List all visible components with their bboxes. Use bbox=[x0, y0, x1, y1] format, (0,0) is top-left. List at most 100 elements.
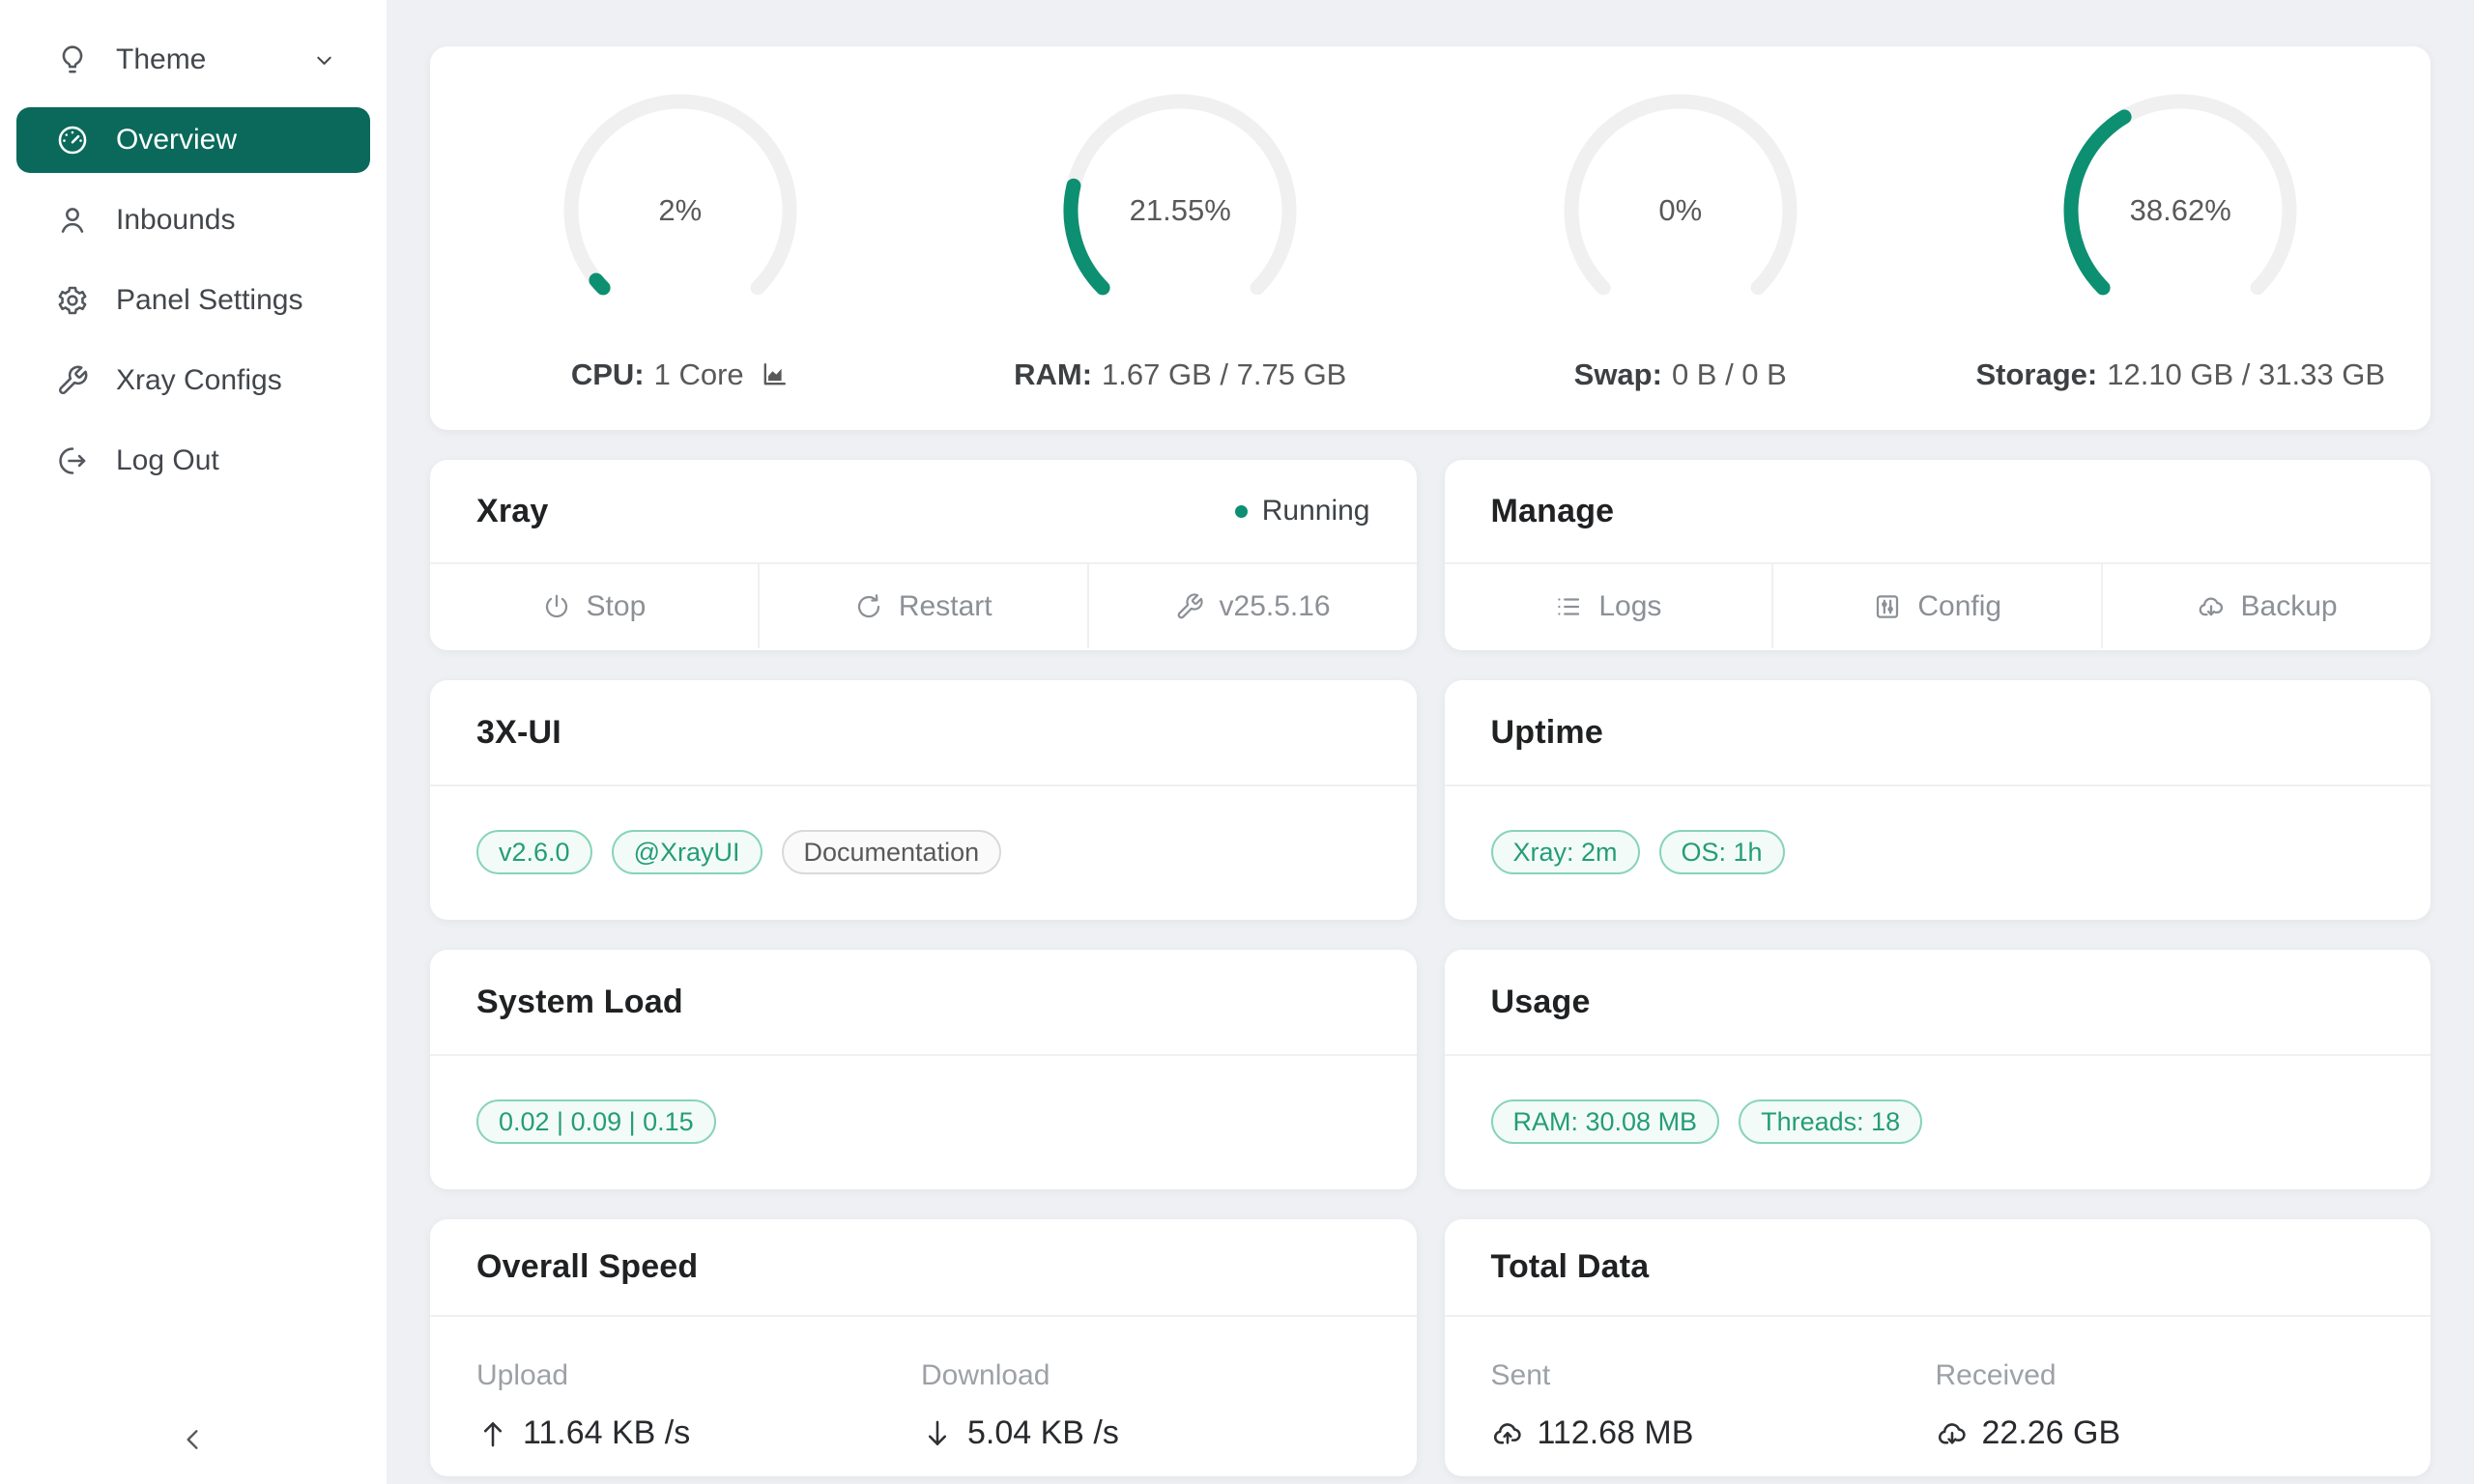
lightbulb-icon bbox=[56, 43, 89, 76]
cpu-gauge-caption: CPU: 1 Core bbox=[571, 357, 790, 392]
restart-button[interactable]: Restart bbox=[757, 564, 1087, 648]
tag-xray-uptime: Xray: 2m bbox=[1490, 830, 1640, 874]
uptime-card-title: Uptime bbox=[1490, 713, 1603, 751]
download-value: 5.04 KB /s bbox=[967, 1414, 1119, 1451]
sidebar-item-overview-label: Overview bbox=[116, 124, 238, 156]
cpu-caption-value: 1 Core bbox=[653, 357, 744, 391]
xray-card: Xray Running Stop Restart bbox=[430, 460, 1417, 650]
cpu-gauge: 2% CPU: 1 Core bbox=[430, 85, 931, 392]
tag-xrayui[interactable]: @XrayUI bbox=[611, 830, 762, 874]
storage-gauge-caption: Storage: 12.10 GB / 31.33 GB bbox=[1975, 357, 2385, 392]
received-stat: Received 22.26 GB bbox=[1936, 1359, 2385, 1452]
3xui-card-title: 3X-UI bbox=[476, 713, 561, 751]
cpu-gauge-value: 2% bbox=[658, 192, 703, 227]
storage-caption-key: Storage: bbox=[1975, 357, 2098, 391]
logs-button-label: Logs bbox=[1598, 589, 1662, 622]
tag-version[interactable]: v2.6.0 bbox=[476, 830, 592, 874]
cpu-caption-key: CPU: bbox=[570, 357, 645, 391]
sidebar-item-xray-configs-label: Xray Configs bbox=[116, 364, 282, 396]
3xui-card: 3X-UI v2.6.0 @XrayUI Documentation bbox=[430, 680, 1417, 920]
version-button[interactable]: v25.5.16 bbox=[1086, 564, 1417, 648]
overall-speed-card-title: Overall Speed bbox=[476, 1248, 699, 1285]
sliders-icon bbox=[1873, 592, 1902, 621]
sent-label: Sent bbox=[1490, 1359, 1551, 1391]
sidebar-item-overview[interactable]: Overview bbox=[16, 107, 370, 173]
restart-button-label: Restart bbox=[898, 589, 992, 622]
sidebar-item-logout[interactable]: Log Out bbox=[16, 428, 370, 494]
logs-button[interactable]: Logs bbox=[1445, 564, 1772, 648]
upload-stat: Upload 11.64 KB /s bbox=[476, 1359, 921, 1452]
system-load-card-title: System Load bbox=[476, 983, 683, 1020]
row-speed-data: Overall Speed Upload 11.64 KB /s Downloa… bbox=[430, 1219, 2431, 1476]
wrench-icon bbox=[56, 364, 89, 397]
user-icon bbox=[56, 204, 89, 237]
swap-caption-key: Swap: bbox=[1573, 357, 1662, 391]
tag-os-uptime: OS: 1h bbox=[1658, 830, 1785, 874]
swap-gauge-caption: Swap: 0 B / 0 B bbox=[1574, 357, 1787, 392]
sidebar-item-inbounds-label: Inbounds bbox=[116, 204, 236, 236]
backup-button-label: Backup bbox=[2240, 589, 2338, 622]
system-load-card: System Load 0.02 | 0.09 | 0.15 bbox=[430, 950, 1417, 1189]
ram-gauge-ring: 21.55% bbox=[1054, 85, 1306, 336]
sidebar-item-inbounds[interactable]: Inbounds bbox=[16, 187, 370, 253]
uptime-card: Uptime Xray: 2m OS: 1h bbox=[1444, 680, 2431, 920]
download-stat: Download 5.04 KB /s bbox=[921, 1359, 1370, 1452]
sidebar-item-xray-configs[interactable]: Xray Configs bbox=[16, 348, 370, 414]
cpu-gauge-ring: 2% bbox=[555, 85, 806, 336]
total-data-card: Total Data Sent 112.68 MB Received bbox=[1444, 1219, 2431, 1476]
xray-card-title: Xray bbox=[476, 492, 549, 529]
power-icon bbox=[542, 592, 571, 621]
config-button[interactable]: Config bbox=[1771, 564, 2101, 648]
status-dot bbox=[1234, 504, 1248, 518]
arrow-down-icon bbox=[921, 1417, 954, 1450]
cloud-backup-icon bbox=[2197, 592, 2226, 621]
manage-card: Manage Logs Config Backup bbox=[1444, 460, 2431, 650]
backup-button[interactable]: Backup bbox=[2101, 564, 2431, 648]
usage-card-title: Usage bbox=[1490, 983, 1591, 1020]
sidebar-item-panel-settings[interactable]: Panel Settings bbox=[16, 268, 370, 333]
tag-threads: Threads: 18 bbox=[1739, 1099, 1923, 1144]
swap-gauge-ring: 0% bbox=[1555, 85, 1806, 336]
storage-gauge-ring: 38.62% bbox=[2055, 85, 2306, 336]
tag-documentation[interactable]: Documentation bbox=[781, 830, 1002, 874]
xray-status-label: Running bbox=[1261, 495, 1370, 527]
sent-stat: Sent 112.68 MB bbox=[1491, 1359, 1936, 1452]
area-chart-icon[interactable] bbox=[760, 359, 790, 389]
refresh-icon bbox=[854, 592, 883, 621]
chevron-left-icon bbox=[178, 1424, 209, 1455]
total-data-card-title: Total Data bbox=[1490, 1248, 1650, 1285]
logout-icon bbox=[56, 444, 89, 477]
xray-status: Running bbox=[1234, 495, 1370, 528]
row-load-usage: System Load 0.02 | 0.09 | 0.15 Usage RAM… bbox=[430, 950, 2431, 1189]
sidebar-item-logout-label: Log Out bbox=[116, 444, 219, 476]
ram-caption-key: RAM: bbox=[1014, 357, 1093, 391]
ram-gauge-caption: RAM: 1.67 GB / 7.75 GB bbox=[1014, 357, 1346, 392]
usage-card: Usage RAM: 30.08 MB Threads: 18 bbox=[1444, 950, 2431, 1189]
cloud-upload-icon bbox=[1491, 1417, 1524, 1450]
storage-gauge-value: 38.62% bbox=[2129, 192, 2231, 227]
swap-caption-value: 0 B / 0 B bbox=[1671, 357, 1787, 391]
chevron-down-icon bbox=[311, 47, 337, 73]
download-label: Download bbox=[921, 1359, 1050, 1391]
ram-gauge: 21.55% RAM: 1.67 GB / 7.75 GB bbox=[931, 85, 1431, 392]
list-icon bbox=[1554, 592, 1583, 621]
stop-button-label: Stop bbox=[586, 589, 647, 622]
sidebar-collapse-button[interactable] bbox=[162, 1409, 224, 1470]
ram-gauge-value: 21.55% bbox=[1129, 192, 1231, 227]
upload-value: 11.64 KB /s bbox=[523, 1414, 691, 1451]
swap-gauge-value: 0% bbox=[1658, 192, 1703, 227]
gear-icon bbox=[56, 284, 89, 317]
sidebar-item-theme[interactable]: Theme bbox=[16, 27, 370, 93]
stop-button[interactable]: Stop bbox=[430, 564, 758, 648]
storage-gauge: 38.62% Storage: 12.10 GB / 31.33 GB bbox=[1931, 85, 2431, 392]
storage-caption-value: 12.10 GB / 31.33 GB bbox=[2107, 357, 2386, 391]
main-content: 2% CPU: 1 Core 21.55% RAM: bbox=[387, 0, 2474, 1484]
sidebar-item-panel-settings-label: Panel Settings bbox=[116, 284, 303, 316]
row-xray-manage: Xray Running Stop Restart bbox=[430, 460, 2431, 650]
arrow-up-icon bbox=[476, 1417, 509, 1450]
speedometer-icon bbox=[56, 124, 89, 157]
tag-load-average: 0.02 | 0.09 | 0.15 bbox=[476, 1099, 716, 1144]
received-label: Received bbox=[1935, 1359, 2057, 1391]
upload-label: Upload bbox=[476, 1359, 569, 1391]
